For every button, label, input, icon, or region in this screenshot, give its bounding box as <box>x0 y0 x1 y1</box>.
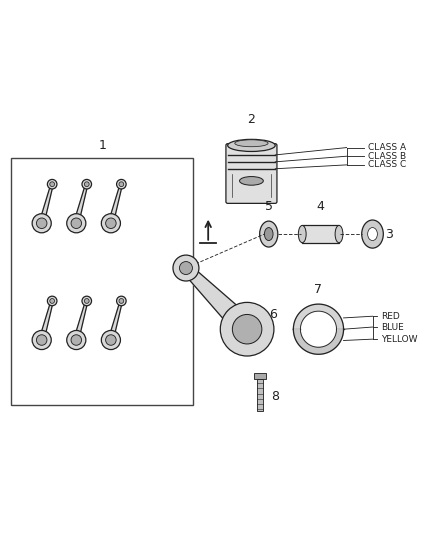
Bar <box>254 373 266 379</box>
Circle shape <box>32 330 51 350</box>
Ellipse shape <box>240 176 263 185</box>
Circle shape <box>101 214 120 233</box>
Bar <box>302 225 339 243</box>
Text: CLASS A: CLASS A <box>368 143 406 152</box>
Text: 3: 3 <box>385 228 393 240</box>
Circle shape <box>47 296 57 306</box>
Text: 6: 6 <box>269 308 277 320</box>
Text: CLASS C: CLASS C <box>368 160 406 169</box>
Text: RED: RED <box>381 312 400 321</box>
Polygon shape <box>293 304 343 329</box>
Text: 1: 1 <box>98 139 106 152</box>
Circle shape <box>117 180 126 189</box>
Polygon shape <box>41 298 53 342</box>
Ellipse shape <box>367 228 378 240</box>
Circle shape <box>106 335 116 345</box>
Circle shape <box>106 218 116 229</box>
Text: 8: 8 <box>271 390 279 403</box>
Polygon shape <box>182 264 246 328</box>
Polygon shape <box>76 298 87 342</box>
Bar <box>11 158 193 405</box>
Polygon shape <box>110 298 122 342</box>
Text: 2: 2 <box>247 113 255 126</box>
Circle shape <box>50 182 55 187</box>
Bar <box>257 379 263 411</box>
Ellipse shape <box>260 221 278 247</box>
Circle shape <box>71 335 81 345</box>
Polygon shape <box>41 182 53 224</box>
Circle shape <box>85 298 89 303</box>
Circle shape <box>82 296 92 306</box>
Circle shape <box>173 255 199 281</box>
Circle shape <box>82 180 92 189</box>
Polygon shape <box>76 182 87 224</box>
Ellipse shape <box>335 225 343 243</box>
Ellipse shape <box>298 225 306 243</box>
Text: 4: 4 <box>317 200 325 213</box>
Polygon shape <box>293 329 343 354</box>
Circle shape <box>36 218 47 229</box>
Circle shape <box>220 302 274 356</box>
Ellipse shape <box>228 139 275 151</box>
Text: 7: 7 <box>314 284 322 296</box>
Ellipse shape <box>362 220 383 248</box>
Circle shape <box>50 298 55 303</box>
Text: CLASS B: CLASS B <box>368 152 406 161</box>
Text: BLUE: BLUE <box>381 322 404 332</box>
Circle shape <box>47 180 57 189</box>
Circle shape <box>233 314 262 344</box>
Circle shape <box>67 214 86 233</box>
Circle shape <box>119 182 124 187</box>
Circle shape <box>32 214 51 233</box>
Ellipse shape <box>265 228 273 240</box>
Circle shape <box>119 298 124 303</box>
Circle shape <box>180 262 192 274</box>
Circle shape <box>67 330 86 350</box>
Polygon shape <box>110 182 122 224</box>
Ellipse shape <box>235 140 268 147</box>
Text: YELLOW: YELLOW <box>381 335 418 344</box>
Circle shape <box>71 218 81 229</box>
Circle shape <box>85 182 89 187</box>
Circle shape <box>117 296 126 306</box>
Text: 5: 5 <box>265 200 273 213</box>
Circle shape <box>101 330 120 350</box>
FancyBboxPatch shape <box>226 144 277 204</box>
Circle shape <box>36 335 47 345</box>
